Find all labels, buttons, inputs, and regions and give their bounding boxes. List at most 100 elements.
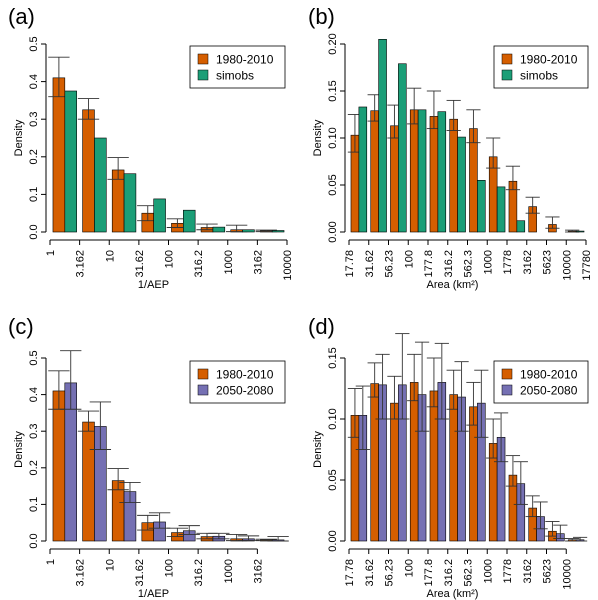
- bar-simobs: [153, 198, 166, 233]
- chart-panel-d: (d) 0.00 0.05 0.10 0.15 Density 17.78 31.62 56.2…: [308, 314, 589, 600]
- x-axis-title: Area (km²): [427, 279, 479, 291]
- panel-label: (b): [308, 4, 335, 29]
- x-tick-label: 10000: [561, 559, 573, 590]
- y-tick-label: 0.4: [28, 74, 40, 89]
- bar-1980-2010: [82, 421, 95, 542]
- bar-1980-2010: [429, 390, 439, 542]
- bar-simobs: [123, 173, 137, 233]
- legend-swatch: [501, 368, 513, 380]
- x-tick-label: 56.23: [384, 559, 396, 587]
- bar-1980-2010: [429, 116, 439, 233]
- legend: 1980-2010 simobs: [493, 45, 589, 89]
- bar-simobs: [516, 220, 526, 233]
- legend-swatch: [197, 53, 209, 65]
- x-tick-label: 5623: [542, 250, 554, 274]
- y-axis-title: Density: [312, 119, 324, 156]
- panel-label: (d): [308, 314, 335, 339]
- bar-simobs: [212, 226, 226, 233]
- bar-1980-2010: [469, 128, 478, 233]
- x-tick-label: 100: [403, 250, 415, 268]
- x-tick-label: 3162: [252, 250, 264, 274]
- y-tick-label: 0.3: [28, 112, 40, 127]
- legend-entry: 1980-2010: [216, 368, 274, 382]
- y-tick-label: 0.0: [28, 224, 40, 239]
- legend: 1980-2010 2050-2080: [189, 360, 286, 404]
- bar-simobs: [417, 109, 427, 233]
- y-tick-label: 0.10: [327, 127, 339, 148]
- bar-1980-2010: [390, 402, 399, 542]
- x-tick-label: 31.62: [364, 250, 376, 278]
- legend-swatch: [501, 384, 513, 396]
- bar-1980-2010: [390, 125, 399, 233]
- x-tick-label: 100: [403, 559, 415, 577]
- legend-swatch: [197, 368, 209, 380]
- bar-simobs: [242, 229, 255, 233]
- bar-simobs: [94, 137, 107, 233]
- x-tick-label: 562.3: [463, 250, 475, 278]
- x-tick-label: 3162: [522, 559, 534, 583]
- bar-simobs: [183, 209, 196, 233]
- y-tick-label: 0.4: [28, 387, 40, 402]
- legend-entry: 2050-2080: [216, 384, 274, 398]
- bar-simobs: [575, 230, 585, 233]
- y-tick-label: 0.20: [327, 33, 339, 54]
- chart-panel-a: (a) 0.0 0.1 0.2 0.3 0.4 0.5 Density 1 3.162 10 31.6…: [8, 4, 294, 291]
- y-tick-label: 0.2: [28, 149, 40, 164]
- y-tick-label: 0.15: [327, 347, 339, 368]
- x-tick-label: 177.8: [423, 250, 435, 278]
- x-tick-label: 316.2: [193, 559, 205, 587]
- y-tick-label: 0.1: [28, 497, 40, 512]
- x-tick-label: 3162: [252, 559, 264, 583]
- bar-1980-2010: [370, 110, 379, 233]
- x-tick-label: 3162: [522, 250, 534, 274]
- y-tick-label: 0.2: [28, 460, 40, 475]
- x-tick-label: 17.78: [344, 250, 356, 278]
- x-tick-label: 1: [45, 559, 57, 565]
- bar-1980-2010: [52, 390, 66, 542]
- y-axis-title: Density: [13, 119, 25, 156]
- y-tick-label: 0.5: [28, 36, 40, 51]
- x-tick-label: 1000: [482, 250, 494, 274]
- legend-swatch: [197, 69, 209, 81]
- x-tick-label: 1000: [223, 559, 235, 583]
- bar-1980-2010: [370, 383, 379, 542]
- y-axis-title: Density: [312, 431, 324, 468]
- legend-entry: 1980-2010: [520, 53, 578, 67]
- x-tick-label: 3.162: [75, 250, 87, 278]
- legend-entry: 1980-2010: [520, 368, 578, 382]
- x-tick-label: 17.78: [344, 559, 356, 587]
- legend-swatch: [501, 69, 513, 81]
- legend: 1980-2010 2050-2080: [493, 360, 589, 404]
- legend-entry: simobs: [520, 69, 558, 83]
- y-tick-label: 0.05: [327, 469, 339, 490]
- bar-simobs: [496, 186, 506, 233]
- bar-simobs: [271, 230, 285, 233]
- legend-entry: 2050-2080: [520, 384, 578, 398]
- panel-label: (c): [8, 314, 34, 339]
- panel-label: (a): [8, 4, 35, 29]
- legend-swatch: [197, 384, 209, 396]
- legend-box: [189, 45, 286, 89]
- y-tick-label: 0.10: [327, 408, 339, 429]
- x-tick-label: 100: [164, 559, 176, 577]
- y-tick-label: 0.15: [327, 80, 339, 101]
- x-tick-label: 10000: [561, 250, 573, 281]
- x-tick-label: 1778: [502, 250, 514, 274]
- y-axis-title: Density: [13, 431, 25, 468]
- y-tick-label: 0.05: [327, 174, 339, 195]
- y-tick-label: 0.0: [28, 533, 40, 548]
- x-tick-label: 31.62: [134, 250, 146, 278]
- legend-box: [493, 360, 589, 404]
- x-tick-label: 17780: [581, 250, 593, 281]
- legend-entry: 1980-2010: [216, 53, 274, 67]
- y-tick-label: 0.00: [327, 530, 339, 551]
- bar-1980-2010: [449, 118, 458, 233]
- chart-panel-b: (b) 0.00 0.05 0.10 0.15 0.20 Density 17.78 31.62…: [308, 4, 593, 291]
- x-axis-title: Area (km²): [427, 588, 479, 600]
- bar-simobs: [477, 180, 486, 233]
- y-tick-label: 0.1: [28, 187, 40, 202]
- bar-1980-2010: [82, 109, 95, 233]
- bar-simobs: [457, 136, 466, 233]
- legend: 1980-2010 simobs: [189, 45, 286, 89]
